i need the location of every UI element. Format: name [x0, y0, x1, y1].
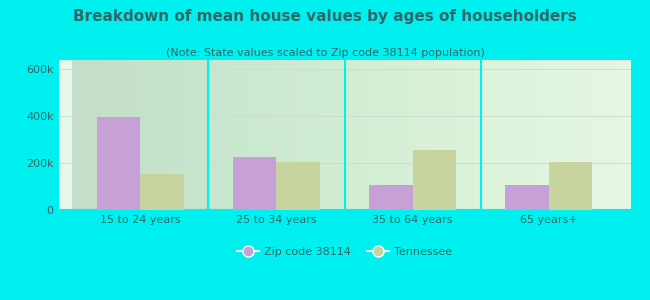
Bar: [505, 185, 549, 210]
Bar: [413, 150, 456, 210]
Bar: [369, 185, 413, 210]
Bar: [549, 162, 592, 210]
Legend: Zip code 38114, Tennessee: Zip code 38114, Tennessee: [233, 243, 456, 261]
Text: (Note: State values scaled to Zip code 38114 population): (Note: State values scaled to Zip code 3…: [166, 48, 484, 58]
Text: Breakdown of mean house values by ages of householders: Breakdown of mean house values by ages o…: [73, 9, 577, 24]
Bar: [233, 157, 276, 210]
Bar: [140, 174, 184, 210]
Bar: [276, 162, 320, 210]
Bar: [97, 117, 140, 210]
